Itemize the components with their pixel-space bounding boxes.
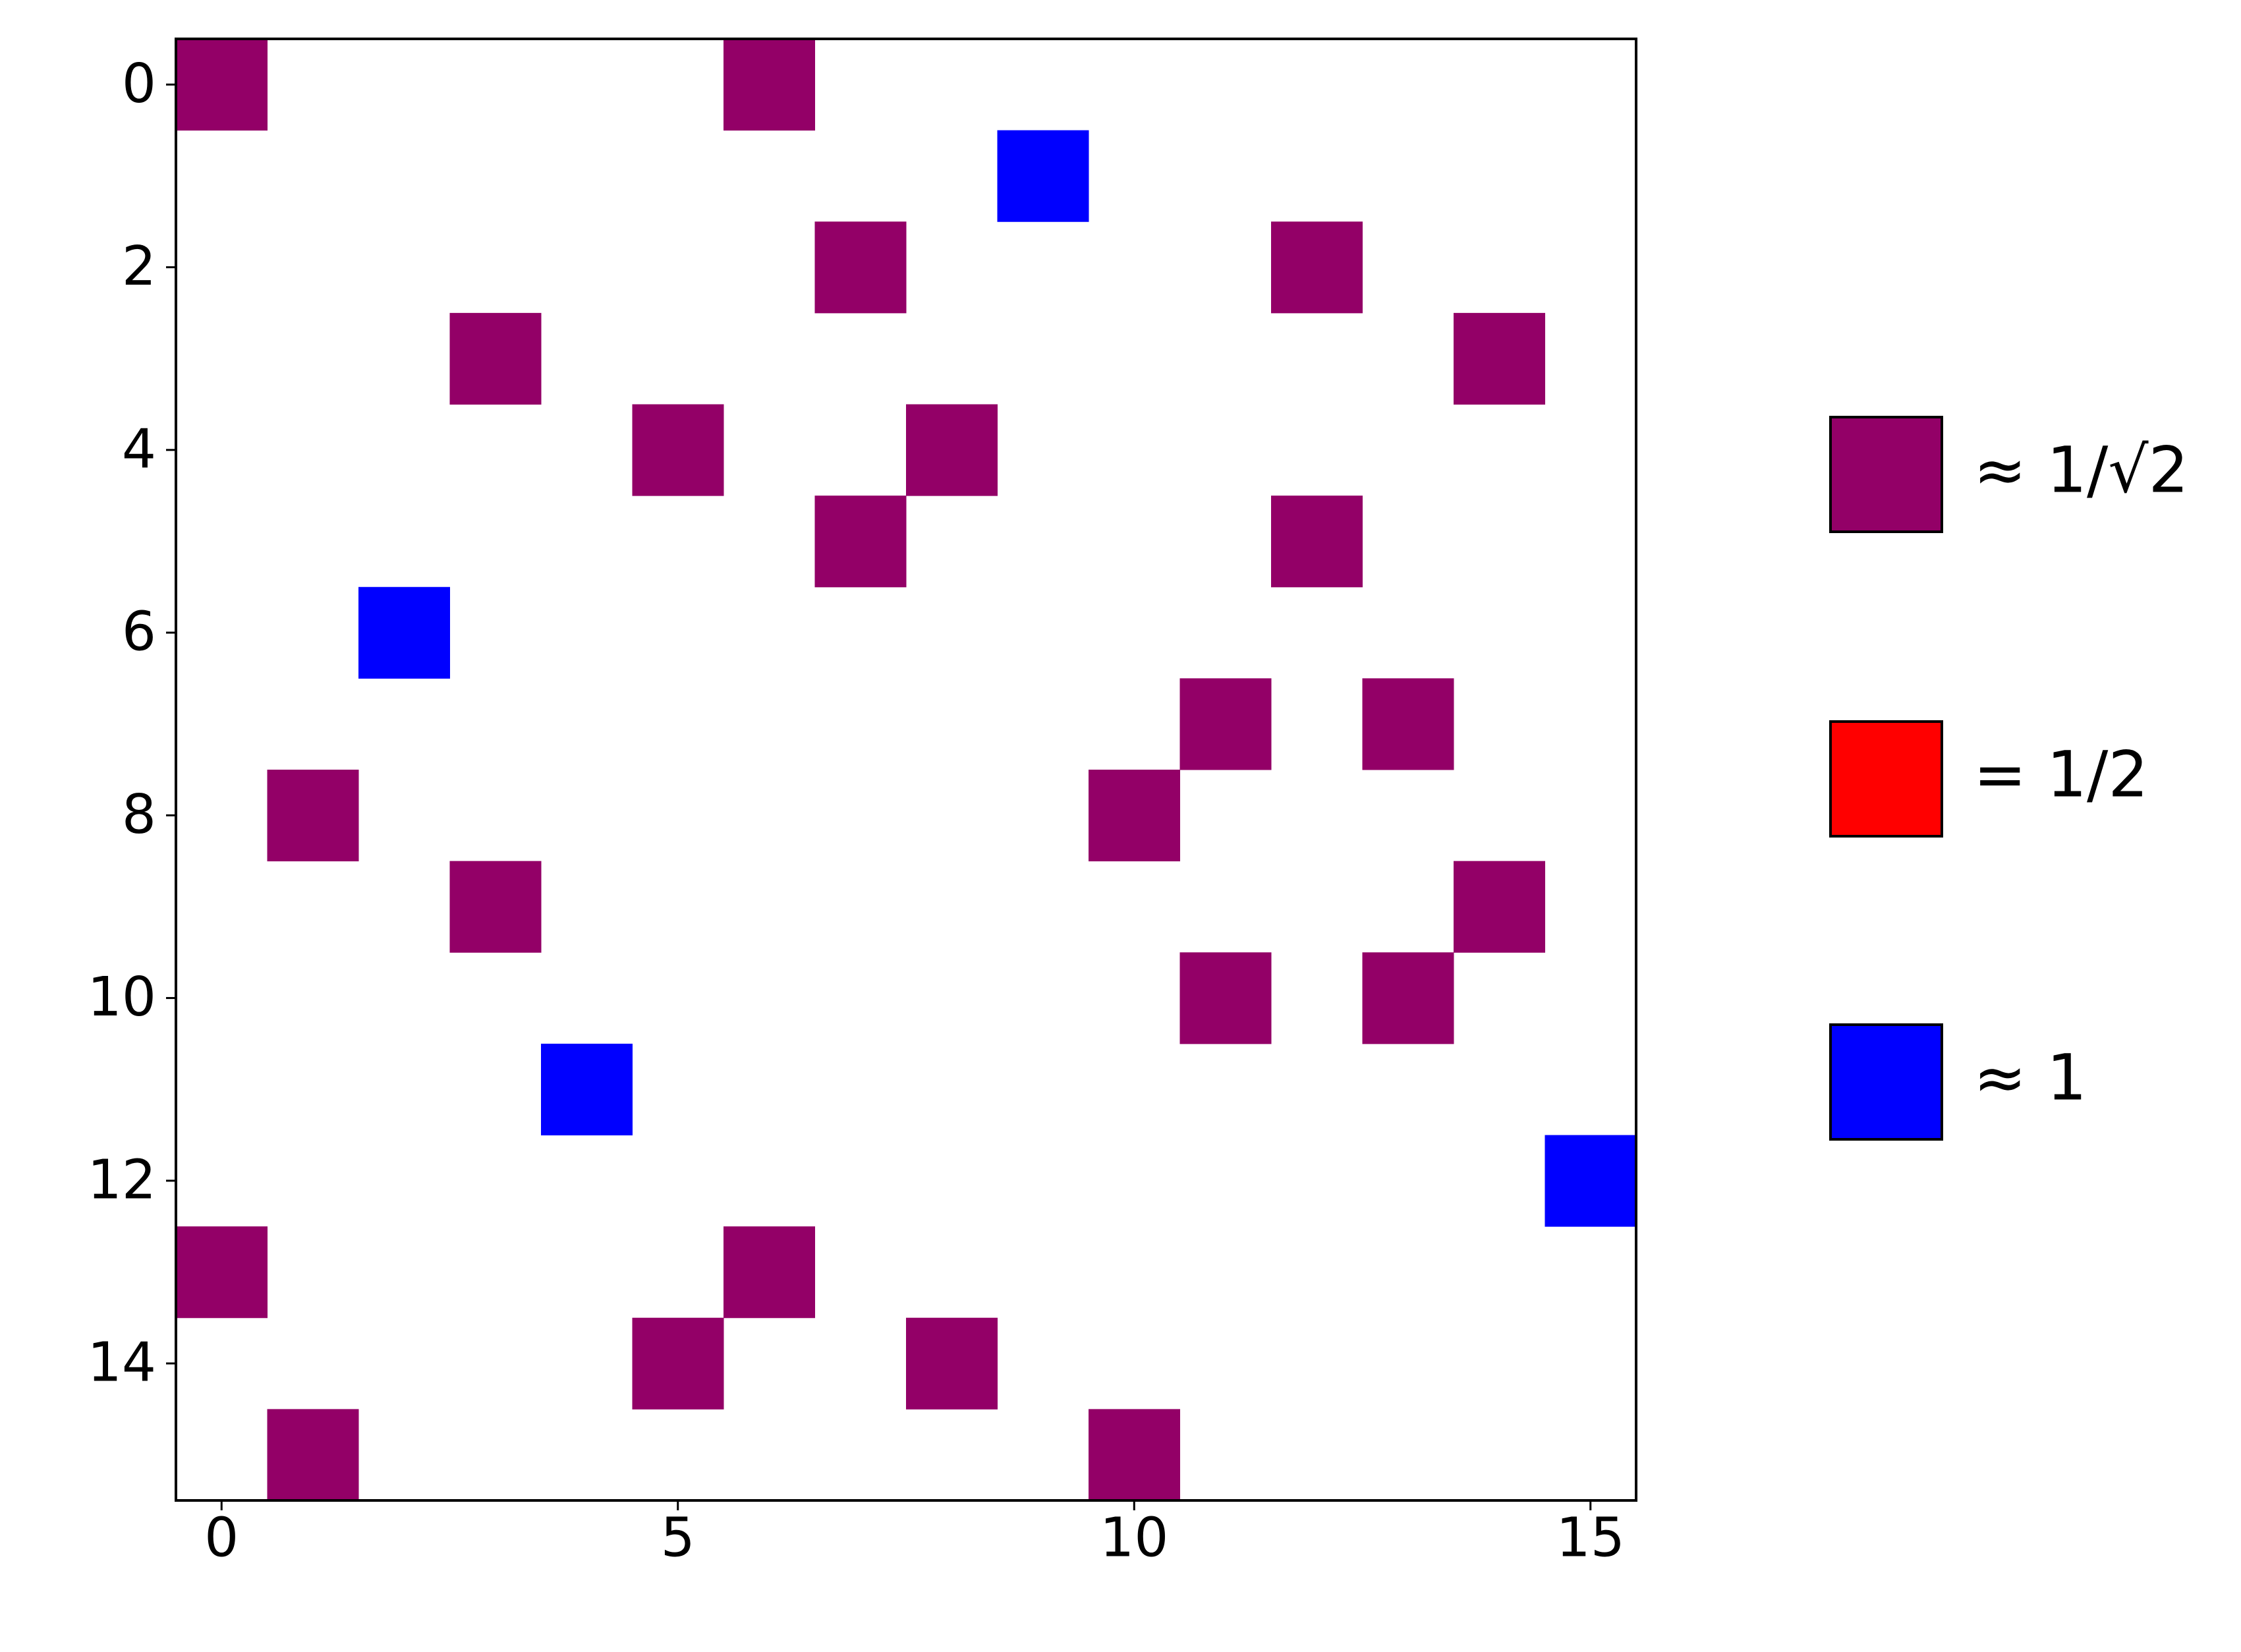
legend-label: = 1/2 xyxy=(1973,737,2148,811)
y-tick-label: 14 xyxy=(88,1332,156,1394)
cell xyxy=(176,1226,268,1319)
cell xyxy=(541,1043,633,1135)
cell xyxy=(632,404,724,496)
cell xyxy=(1089,1409,1180,1501)
legend-swatch xyxy=(1829,416,1943,533)
plot-frame xyxy=(175,38,1637,1502)
cell xyxy=(267,1409,359,1501)
cell xyxy=(632,1317,724,1410)
cell xyxy=(1454,312,1545,405)
cell xyxy=(176,39,268,131)
x-tick-label: 5 xyxy=(661,1506,695,1569)
cell xyxy=(814,221,907,314)
cell xyxy=(1362,678,1454,770)
cell xyxy=(906,1317,998,1410)
cell xyxy=(1362,952,1454,1044)
cell xyxy=(449,861,542,953)
y-tick-label: 4 xyxy=(122,418,156,480)
cell xyxy=(1454,861,1545,953)
cell xyxy=(358,586,450,679)
x-tick-label: 10 xyxy=(1100,1506,1168,1569)
legend-label: ≈ 1 xyxy=(1973,1040,2087,1114)
legend-label: ≈ 1/√2 xyxy=(1973,433,2189,507)
y-tick-label: 0 xyxy=(122,53,156,115)
y-tick-label: 8 xyxy=(122,783,156,846)
cell xyxy=(1545,1135,1637,1227)
cell xyxy=(1271,221,1363,314)
cell xyxy=(1179,678,1272,770)
cell xyxy=(906,404,998,496)
legend-swatch xyxy=(1829,720,1943,838)
legend-swatch xyxy=(1829,1023,1943,1141)
cell xyxy=(723,39,815,131)
cell xyxy=(449,312,542,405)
cell xyxy=(1089,770,1180,862)
cell xyxy=(1179,952,1272,1044)
cell xyxy=(723,1226,815,1319)
x-tick-label: 0 xyxy=(204,1506,239,1569)
cell xyxy=(997,130,1089,222)
y-tick-label: 12 xyxy=(88,1149,156,1211)
cell xyxy=(814,496,907,588)
cell xyxy=(267,770,359,862)
y-tick-label: 2 xyxy=(122,235,156,298)
cell xyxy=(1271,496,1363,588)
x-tick-label: 15 xyxy=(1556,1506,1625,1569)
y-tick-label: 6 xyxy=(122,601,156,664)
y-tick-label: 10 xyxy=(88,966,156,1029)
